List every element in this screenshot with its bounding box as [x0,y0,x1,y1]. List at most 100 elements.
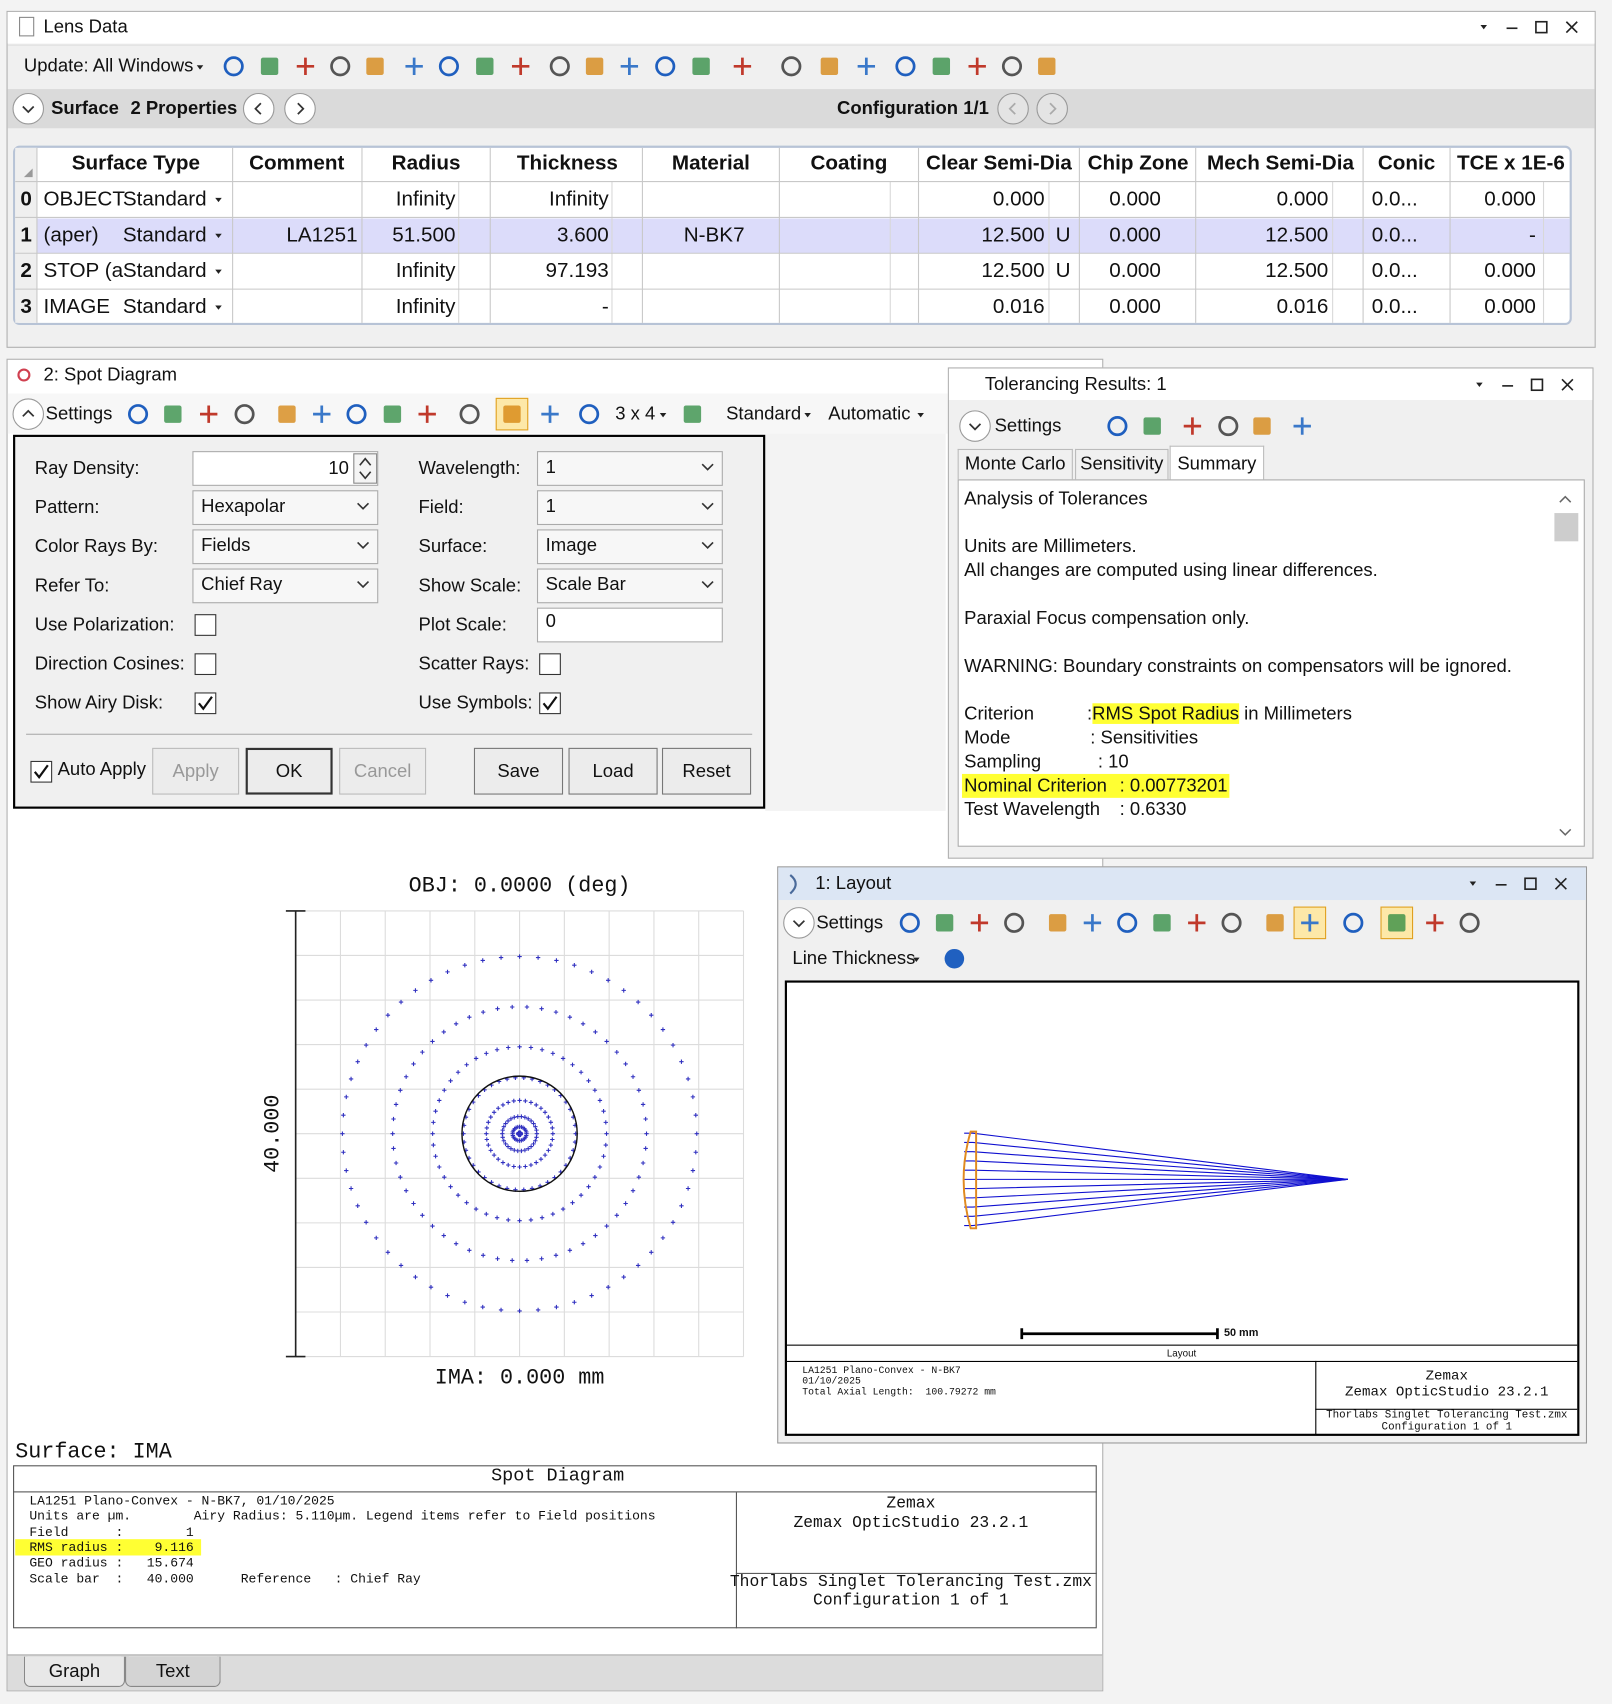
button[interactable] [152,747,240,795]
footer-product: Zemax OpticStudio 23.2.1 [1345,1383,1549,1401]
checkbox[interactable] [194,614,217,636]
column-header: Radius [391,152,461,176]
button-label[interactable]: Load [592,760,634,782]
text-input[interactable] [192,451,379,486]
window-title: Lens Data [43,16,128,37]
setting-label: Use Symbols: [418,692,533,714]
button[interactable] [473,747,564,795]
window-title: Tolerancing Results: 1 [984,373,1167,395]
dropdown[interactable] [536,529,723,565]
tab[interactable] [125,1656,221,1688]
footer-company: Zemax [1425,1367,1468,1384]
button[interactable] [661,747,752,795]
toolbar [7,44,1595,88]
update-button[interactable]: Update: All Windows [23,55,194,77]
settings-button[interactable]: Settings [816,911,884,933]
button-label[interactable]: Reset [682,760,731,782]
tab-label[interactable]: Summary [1177,453,1257,474]
line-thickness-button[interactable]: Line Thickness [792,947,916,969]
table-cell: 0.016 [1276,295,1329,319]
dropdown[interactable] [536,490,723,526]
button-label[interactable]: Apply [172,760,219,782]
table-cell: 0.0... [1371,188,1418,211]
setting-label: Surface: [418,535,488,557]
checkbox[interactable] [539,653,561,676]
title-bar [778,867,1586,901]
footer-text: Field : 1 [29,1524,194,1540]
mode-button[interactable]: Standard [726,403,802,424]
checkbox[interactable] [539,692,561,715]
tab[interactable] [23,1656,126,1688]
plot-title: OBJ: 0.0000 (deg) [408,873,631,899]
criterion-value: : 10 [1098,749,1129,775]
dropdown[interactable] [192,568,379,604]
tab-label[interactable]: Graph [48,1660,101,1682]
criterion-key: Test Wavelength [964,798,1101,820]
table-cell: IMAGE [43,295,111,319]
tab-label[interactable]: Sensitivity [1080,453,1164,474]
layout-rule [786,1360,1578,1362]
table-cell: N-BK7 [683,223,745,247]
table-cell: 0 [20,188,32,211]
criterion-value-part: : [1086,703,1093,724]
tab-label[interactable]: Monte Carlo [964,453,1066,474]
footer-divider [735,1492,737,1629]
surface-label: Surface: IMA [15,1440,172,1466]
surface-button[interactable]: Surface [51,97,119,119]
checkbox[interactable] [194,653,217,676]
button-label[interactable]: OK [275,760,303,782]
column-header: Thickness [516,152,618,176]
criterion-key: Mode [964,727,1011,748]
checkbox[interactable] [30,760,53,783]
button[interactable] [245,747,333,795]
setting-label: Direction Cosines: [34,653,185,674]
table-cell: 0.000 [1109,259,1161,283]
checkbox[interactable] [194,692,217,715]
settings-button[interactable]: Settings [994,415,1062,436]
setting-label: Field: [418,496,464,518]
tab-label[interactable]: Text [155,1660,190,1682]
table-cell: U [1055,223,1071,247]
button[interactable] [339,747,427,795]
table-cell: Standard [122,223,207,247]
table-cell: 0.000 [1484,259,1536,283]
button-label[interactable]: Cancel [353,760,412,782]
setting-label: Ray Density: [34,457,140,479]
criterion-value: : Sensitivities [1090,725,1198,751]
dropdown[interactable] [536,451,723,486]
footer-box [13,1465,1097,1629]
dropdown[interactable] [192,490,379,526]
table-cell: 1 [20,223,32,247]
spin-value: 10 [328,457,349,479]
auto-apply-label[interactable]: Auto Apply [57,758,146,780]
dropdown[interactable] [536,568,723,604]
table-cell: OBJECT [43,188,125,211]
button-label[interactable]: Save [497,760,540,782]
setting-label: Pattern: [34,496,100,518]
configuration-label: Configuration 1/1 [836,97,989,119]
column-header: Mech Semi-Dia [1207,152,1354,176]
table-cell: 12.500 [1265,259,1329,283]
result-text: Analysis of Tolerances [964,488,1148,509]
tab[interactable] [1075,448,1169,480]
spin-buttons[interactable] [353,453,378,484]
properties-button[interactable]: 2 Properties [130,97,238,119]
criterion-value-part: : 0.00773201 [1119,775,1228,796]
scale-button[interactable]: Automatic [828,403,911,424]
footer-text: Total Axial Length: 100.79272 mm [802,1386,996,1398]
footer-file: Thorlabs Singlet Tolerancing Test.zmx [729,1572,1092,1592]
footer-divider [1315,1408,1578,1410]
table-cell: - [601,295,609,319]
layout-rule [786,1344,1578,1346]
tab[interactable] [957,448,1073,480]
settings-button[interactable]: Settings [45,403,113,424]
criterion-value: : 0.6330 [1120,797,1187,823]
button[interactable] [568,747,658,795]
grid-button[interactable]: 3 x 4 [615,403,656,424]
footer-product: Zemax OpticStudio 23.2.1 [793,1514,1029,1533]
dropdown[interactable] [192,529,379,565]
dropdown-value: Fields [201,534,251,556]
text-input[interactable] [536,607,723,643]
result-text: Paraxial Focus compensation only. [964,607,1250,629]
tab[interactable] [1169,445,1265,481]
